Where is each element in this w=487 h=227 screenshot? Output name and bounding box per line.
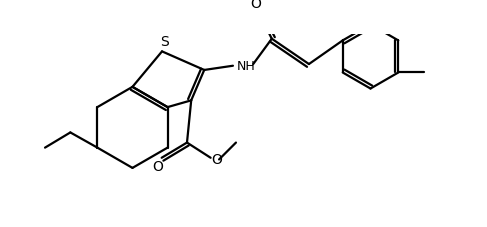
Text: O: O [250, 0, 261, 11]
Text: O: O [152, 160, 163, 173]
Text: S: S [160, 35, 169, 49]
Text: O: O [211, 153, 222, 167]
Text: NH: NH [237, 60, 256, 73]
